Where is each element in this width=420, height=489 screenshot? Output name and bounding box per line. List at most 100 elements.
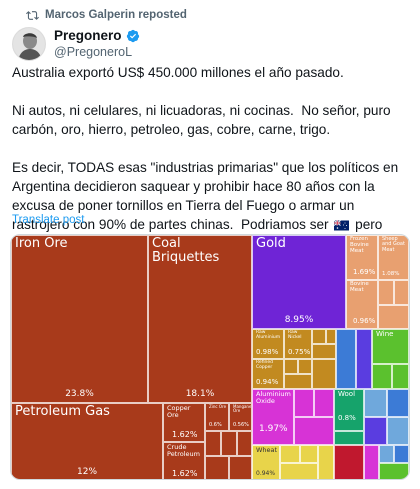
tile-coal-briquettes: Coal Briquettes 18.1% [148,235,252,403]
tile-label: Refined Copper [256,360,274,370]
tile-food-small [280,463,318,479]
repost-header[interactable]: Marcos Galperin reposted [26,7,187,23]
verified-badge-icon [126,29,139,42]
tile-percent: 1.62% [172,469,198,478]
tile-animal-small [378,280,394,305]
tile-vegetable-small [392,364,409,389]
tile-percent: 1.62% [172,430,198,439]
tile-food-small [300,445,318,463]
tile-raw-aluminium: Raw Aluminium 0.98% [252,329,284,359]
tile-manganese-ore: Manganese Ore 0.56% [229,403,252,431]
author-name[interactable]: Pregonero [54,28,122,43]
tile-percent: 1.08% [382,271,400,277]
tile-textile-small [334,431,364,445]
tile-refined-copper: Refined Copper 0.94% [252,359,284,389]
tile-base-metal-small [298,359,312,374]
tile-label: Manganese Ore [233,404,252,414]
tile-percent: 8.95% [284,315,314,325]
tile-mineral-small [205,431,221,456]
tweet-paragraph-3a: Es decir, TODAS esas "industrias primari… [12,160,402,232]
tile-wool: Wool 0.8% [334,389,364,431]
tile-animal-small [394,280,409,305]
author-handle[interactable]: @PregoneroL [54,45,133,59]
tile-label: Petroleum Gas [15,404,110,419]
tile-misc [356,329,372,389]
tile-label: Raw Nickel [288,330,302,340]
tile-percent: 0.98% [256,348,279,356]
repost-icon [26,10,39,20]
tile-mineral-small [221,431,237,456]
tile-food-small [280,445,300,463]
tile-raw-nickel: Raw Nickel 0.75% [284,329,312,359]
tile-transport [364,389,387,417]
tile-label: Bovine Meat [350,281,369,293]
tile-animal-small [378,305,409,329]
tile-misc-small [379,445,394,463]
tile-percent: 1.97% [259,424,288,434]
tile-misc-small [364,445,379,479]
tile-percent: 0.75% [288,348,311,356]
tile-machines [336,329,356,389]
tile-percent: 0.94% [256,470,276,477]
treemap-image[interactable]: Iron Ore 23.8% Coal Briquettes 18.1% Pet… [10,234,410,480]
tile-transport [387,389,409,417]
tile-misc-small [394,445,409,463]
tile-crude-petroleum: Crude Petroleum 1.62% [163,442,205,479]
tile-percent: 0.8% [338,414,356,422]
tile-vegetable-small [372,364,392,389]
tile-mineral-small [237,431,252,456]
tile-label: Zinc Ore [209,404,227,409]
tile-mineral-small [229,456,252,479]
australia-flag-icon [334,220,350,231]
tile-base-metal-small [326,329,336,344]
tile-petroleum-gas: Petroleum Gas 12% [11,403,163,479]
tile-base-metal-small [284,359,298,374]
tile-label: Raw Aluminium [256,330,281,340]
tile-percent: 12% [76,467,98,477]
tile-label: Wheat [256,446,278,454]
tile-chemicals-small [294,389,314,417]
tile-percent: 23.8% [65,389,94,399]
tile-label: Frozen Bovine Meat [350,236,369,254]
tile-zinc-ore: Zinc Ore 0.6% [205,403,229,431]
tile-label: Gold [256,236,286,251]
tile-base-metal-small [312,359,336,389]
tile-transport [364,417,387,445]
tile-percent: 1.69% [353,268,376,276]
tile-chemicals-small [294,417,334,445]
tile-base-metal-small [312,344,336,359]
translate-post-link[interactable]: Translate post [12,214,85,226]
tile-food-small [318,445,334,479]
tile-bovine-meat: Bovine Meat 0.96% [346,280,378,329]
tile-sheep-goat-meat: Sheep and Goat Meat 1.08% [378,235,409,280]
tile-misc-small [379,463,409,479]
tile-base-metal-small [312,329,326,344]
tile-label: Aluminium Oxide [256,390,291,405]
tile-label: Wine [376,330,394,338]
tile-misc-red [334,445,364,479]
tile-frozen-bovine-meat: Frozen Bovine Meat 1.69% [346,235,378,280]
tile-label: Wool [338,390,356,398]
tile-percent: 0.94% [256,378,279,386]
tile-transport [387,417,409,445]
repost-text: Marcos Galperin reposted [45,9,187,21]
tile-wheat: Wheat 0.94% [252,445,280,479]
tile-copper-ore: Copper Ore 1.62% [163,403,205,442]
tile-gold: Gold 8.95% [252,235,346,329]
tile-percent: 0.96% [353,317,376,325]
tile-label: Crude Petroleum [167,443,200,458]
tile-label: Copper Ore [167,404,191,419]
tile-iron-ore: Iron Ore 23.8% [11,235,148,403]
tile-percent: 0.56% [233,422,249,428]
tile-label: Sheep and Goat Meat [382,236,405,253]
tile-base-metal-small [284,374,312,389]
tweet-paragraph-1: Australia exportó US$ 450.000 millones e… [12,65,344,80]
avatar[interactable] [12,27,46,61]
tile-label: Coal Briquettes [152,236,220,265]
tweet-paragraph-2: Ni autos, ni celulares, ni licuadoras, n… [12,103,395,137]
tile-percent: 0.6% [209,422,222,428]
tile-percent: 18.1% [185,389,215,399]
tile-chemicals-small [314,389,334,417]
tile-mineral-small [205,456,229,479]
tile-aluminium-oxide: Aluminium Oxide 1.97% [252,389,294,445]
